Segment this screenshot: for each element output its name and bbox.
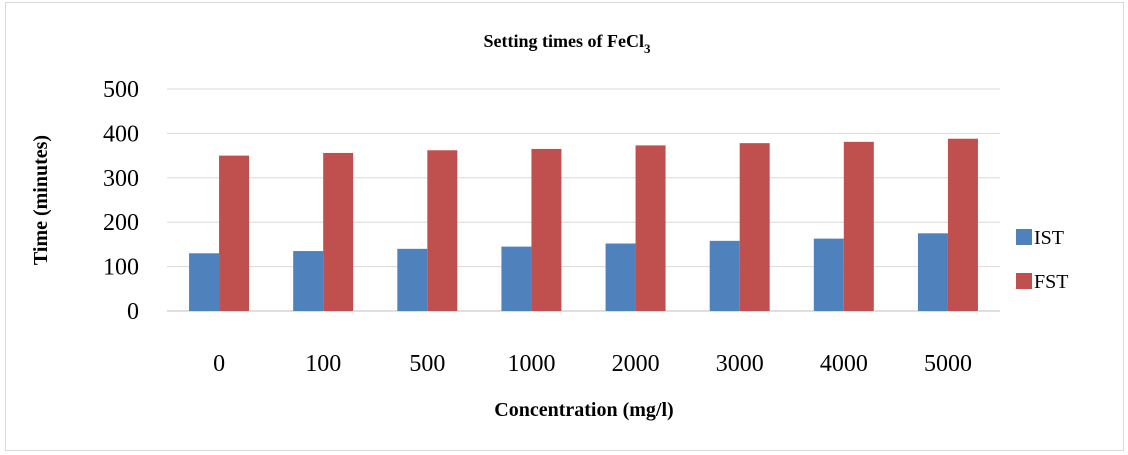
bar-ist — [605, 243, 636, 311]
x-tick-label: 5000 — [924, 351, 972, 377]
legend-label: FST — [1034, 271, 1068, 293]
x-tick-label: 0 — [213, 351, 225, 377]
y-axis-title: Time (minutes) — [30, 135, 52, 265]
bar-ist — [189, 253, 220, 311]
chart-title: Setting times of FeCl3 — [484, 31, 651, 56]
x-tick-label: 1000 — [507, 351, 555, 377]
legend: IST FST — [1016, 227, 1068, 293]
bar-ist — [709, 240, 740, 311]
y-tick-label: 200 — [103, 210, 139, 236]
y-tick-label: 0 — [127, 299, 139, 325]
bar-ist — [397, 248, 428, 311]
chart-frame — [5, 2, 1124, 451]
bar-ist — [293, 251, 324, 311]
bar-fst — [739, 143, 770, 311]
y-tick-label: 500 — [103, 77, 139, 103]
legend-label: IST — [1034, 227, 1064, 249]
x-tick-label: 500 — [409, 351, 445, 377]
x-axis-title: Concentration (mg/l) — [494, 399, 673, 421]
gridlines — [167, 88, 1000, 312]
x-tick-label: 100 — [305, 351, 341, 377]
y-axis-ticks: 0 100 200 300 400 500 — [103, 77, 139, 325]
legend-swatch-fst — [1016, 273, 1032, 289]
chart-title-subscript: 3 — [644, 41, 651, 56]
bar-fst — [219, 155, 250, 311]
bars — [189, 138, 978, 311]
x-tick-label: 3000 — [716, 351, 764, 377]
x-tick-label: 2000 — [612, 351, 660, 377]
x-axis-ticks: 0 100 500 1000 2000 3000 4000 5000 — [213, 351, 972, 377]
y-tick-label: 100 — [103, 255, 139, 281]
legend-swatch-ist — [1016, 229, 1032, 245]
bar-ist — [917, 233, 948, 311]
bar-fst — [635, 145, 666, 311]
bar-fst — [843, 141, 874, 311]
bar-fst — [427, 150, 458, 311]
y-tick-label: 400 — [103, 121, 139, 147]
bar-fst — [531, 148, 562, 311]
chart-title-main: Setting times of FeCl — [484, 31, 644, 51]
bar-fst — [323, 152, 354, 311]
x-tick-label: 4000 — [820, 351, 868, 377]
bar-ist — [501, 246, 532, 311]
bar-ist — [813, 238, 844, 311]
y-tick-label: 300 — [103, 166, 139, 192]
bar-fst — [947, 138, 978, 311]
